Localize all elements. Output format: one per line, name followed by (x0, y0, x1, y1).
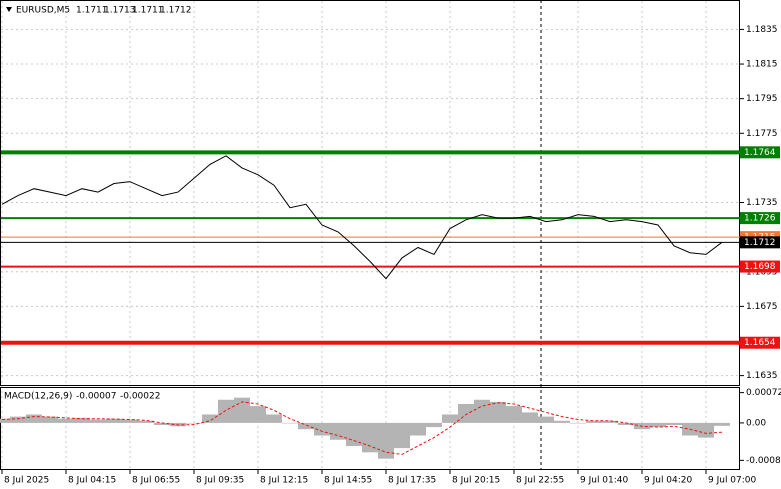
level-label-box (740, 260, 780, 273)
price-line (1, 155, 723, 280)
macd-bar (490, 401, 506, 423)
level-label-box (740, 236, 780, 249)
y-tick-label: 0.00072 (746, 388, 781, 398)
macd-bar (330, 422, 346, 440)
x-tick-label: 8 Jul 20:15 (452, 476, 500, 486)
menu-arrow[interactable] (6, 7, 12, 12)
symbol-title: EURUSD,M5 (16, 6, 70, 16)
macd-bar (394, 422, 410, 449)
x-tick-label: 8 Jul 09:35 (196, 476, 244, 486)
macd-bar (218, 399, 234, 423)
y-tick-label: 1.1835 (746, 25, 778, 35)
macd-bar (282, 422, 298, 424)
level-label: 1.1654 (744, 338, 776, 348)
y-tick-label: 1.1675 (746, 302, 778, 312)
ohlc-value: 1.1711 (132, 6, 164, 16)
macd-bar (10, 416, 26, 423)
x-tick-label: 8 Jul 17:35 (388, 476, 436, 486)
macd-bar (154, 422, 170, 426)
macd-bar (122, 419, 138, 423)
macd-bar (106, 418, 122, 423)
macd-panel-border (0, 387, 740, 470)
macd-bar (378, 422, 394, 459)
x-tick-label: 8 Jul 22:55 (516, 476, 564, 486)
macd-bar (554, 420, 570, 423)
y-tick-label: -0.00089 (746, 456, 781, 466)
y-tick-label: 1.1635 (746, 371, 778, 381)
ohlc-value: 1.1711 (76, 6, 108, 16)
level-label-box (740, 336, 780, 349)
y-tick-label: 1.1795 (746, 94, 778, 104)
x-tick-label: 8 Jul 2025 (4, 476, 49, 486)
macd-bar (506, 406, 522, 423)
ohlc-value: 1.1712 (160, 6, 192, 16)
level-label: 1.1764 (744, 148, 776, 158)
x-tick-label: 9 Jul 01:40 (580, 476, 629, 486)
macd-bar (266, 414, 282, 423)
macd-bar (58, 418, 74, 423)
macd-bar (538, 416, 554, 423)
level-label-box (740, 212, 780, 225)
level-label-box (740, 146, 780, 159)
x-tick-label: 8 Jul 14:55 (324, 476, 372, 486)
macd-bar (298, 422, 314, 430)
macd-bar (522, 412, 538, 423)
macd-bar (602, 420, 618, 423)
level-label: 1.1712 (744, 238, 776, 248)
y-tick-label: 1.1775 (746, 129, 778, 139)
level-label: 1.1698 (744, 262, 776, 272)
signal-line (1, 401, 723, 455)
macd-bar (474, 399, 490, 423)
macd-value: -0.00007 (76, 392, 116, 402)
macd-bar (410, 422, 426, 436)
macd-bar (346, 422, 362, 447)
y-tick-label: 1.1735 (746, 198, 778, 208)
x-tick-label: 9 Jul 07:00 (708, 476, 757, 486)
macd-bar (42, 416, 58, 423)
x-tick-label: 8 Jul 04:15 (68, 476, 116, 486)
macd-title: MACD(12,26,9) (4, 392, 72, 402)
grid (1, 1, 740, 470)
macd-bar (186, 422, 202, 424)
x-tick-label: 8 Jul 12:15 (260, 476, 308, 486)
macd-bar (570, 422, 586, 424)
macd-bar (362, 422, 378, 453)
macd-bar (586, 420, 602, 423)
main-panel-border (0, 0, 740, 386)
macd-bar (26, 414, 42, 423)
x-tick-label: 9 Jul 04:20 (644, 476, 693, 486)
macd-bar (426, 422, 442, 428)
macd-bar (666, 422, 682, 426)
x-tick-label: 8 Jul 06:55 (132, 476, 180, 486)
macd-bar (442, 414, 458, 423)
level-label: 1.1726 (744, 214, 776, 224)
ohlc-value: 1.1713 (104, 6, 136, 16)
macd-bar (90, 419, 106, 423)
macd-bar (202, 414, 218, 423)
macd-bar (250, 406, 266, 423)
y-tick-label: 1.1815 (746, 60, 778, 70)
macd-bar (698, 422, 714, 438)
macd-bar (618, 422, 634, 426)
macd-bar (74, 417, 90, 423)
y-tick-label: 0.00 (746, 418, 766, 428)
macd-bar (714, 422, 730, 426)
macd-bar (458, 403, 474, 423)
macd-value: -0.00022 (120, 392, 160, 402)
macd-bar (138, 420, 154, 423)
macd-bar (650, 422, 666, 428)
macd-bar (0, 418, 10, 423)
